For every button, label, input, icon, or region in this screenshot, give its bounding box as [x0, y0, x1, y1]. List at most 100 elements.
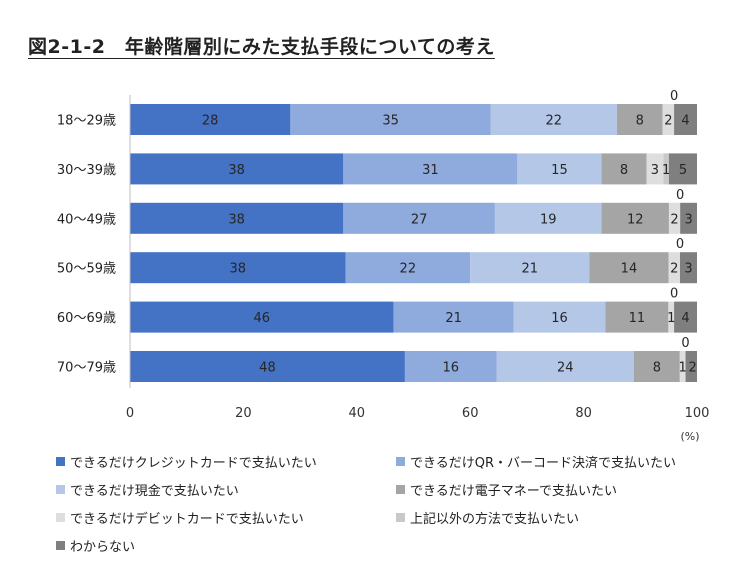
- bar-segment: [513, 301, 606, 333]
- data-label: 8: [636, 114, 644, 129]
- page-title: 図2-1-2 年齢階層別にみた支払手段についての考え: [28, 36, 495, 58]
- bar-segment: [343, 153, 518, 185]
- data-label: 0: [681, 336, 689, 351]
- data-label: 38: [228, 212, 245, 227]
- data-label: 2: [664, 114, 672, 129]
- bar-segment: [130, 301, 394, 333]
- legend-label: できるだけクレジットカードで支払いたい: [70, 456, 317, 471]
- legend-label: できるだけデビットカードで支払いたい: [70, 512, 304, 527]
- bar-segment: [130, 202, 344, 234]
- legend-item: わからない: [56, 536, 135, 555]
- data-label: 38: [228, 163, 245, 178]
- x-axis-unit: (%): [680, 430, 699, 443]
- data-label: 21: [445, 311, 462, 326]
- x-tick-label: 40: [349, 406, 366, 421]
- bar-segment: [646, 153, 664, 185]
- bar-segment: [130, 252, 346, 284]
- bar-segment: [404, 351, 497, 382]
- bar-segment: [674, 301, 697, 333]
- data-label: 0: [676, 237, 684, 252]
- bar-segment: [679, 252, 697, 284]
- bar-segment: [663, 153, 669, 185]
- legend-label: わからない: [70, 540, 136, 555]
- legend-swatch: [56, 513, 65, 522]
- bar-segment: [668, 252, 680, 284]
- legend-swatch: [396, 457, 405, 466]
- data-label: 16: [442, 361, 459, 376]
- bars: [130, 104, 697, 382]
- data-label: 1: [662, 163, 670, 178]
- category-label: 30～39歳: [57, 163, 116, 178]
- bar-segment: [662, 104, 675, 135]
- bar-segment: [685, 351, 697, 382]
- data-label: 11: [629, 311, 646, 326]
- bar-segment: [130, 351, 405, 382]
- bar-segment: [490, 104, 617, 135]
- data-label: 0: [670, 287, 678, 302]
- data-label: 15: [551, 163, 568, 178]
- bar-segment: [601, 202, 669, 234]
- data-label: 2: [689, 361, 697, 376]
- data-label: 0: [670, 89, 678, 104]
- bar-segment: [130, 104, 291, 135]
- legend-item: できるだけクレジットカードで支払いたい: [56, 452, 317, 471]
- category-label: 40～49歳: [57, 212, 116, 227]
- data-label: 1: [679, 361, 687, 376]
- data-label: 21: [521, 262, 538, 277]
- data-label: 8: [653, 361, 661, 376]
- bar-segment: [470, 252, 590, 284]
- data-label: 28: [202, 114, 219, 129]
- legend-item: できるだけデビットカードで支払いたい: [56, 508, 304, 527]
- category-label: 70～79歳: [57, 361, 116, 376]
- data-label: 0: [676, 188, 684, 203]
- data-label: 4: [681, 114, 689, 129]
- legend-swatch: [56, 541, 65, 550]
- legend-label: できるだけ電子マネーで支払いたい: [410, 484, 617, 499]
- bar-segment: [680, 202, 697, 234]
- bar-segment: [130, 153, 344, 185]
- bar-segment: [668, 202, 681, 234]
- legend-label: 上記以外の方法で支払いたい: [410, 512, 580, 527]
- data-label: 12: [627, 212, 644, 227]
- data-label: 4: [681, 311, 689, 326]
- x-tick-label: 60: [462, 406, 479, 421]
- bar-segment: [290, 104, 491, 135]
- data-label: 16: [551, 311, 568, 326]
- bar-segment: [345, 252, 471, 284]
- data-label: 14: [621, 262, 638, 277]
- data-label: 46: [253, 311, 270, 326]
- bar-segment: [589, 252, 669, 284]
- data-label: 8: [620, 163, 628, 178]
- data-label: 2: [670, 262, 678, 277]
- legend-item: できるだけ現金で支払いたい: [56, 480, 239, 499]
- x-tick-label: 80: [575, 406, 592, 421]
- x-tick-label: 20: [235, 406, 252, 421]
- legend-label: できるだけ現金で支払いたい: [70, 484, 239, 499]
- bar-segment: [674, 104, 697, 135]
- data-label: 19: [540, 212, 557, 227]
- category-label: 50～59歳: [57, 262, 116, 277]
- x-axis-ticks: 0 20 40 60 80 100: [126, 406, 710, 421]
- category-label: 18～29歳: [57, 114, 116, 129]
- legend-item: 上記以外の方法で支払いたい: [396, 508, 579, 527]
- legend-swatch: [56, 457, 65, 466]
- data-label: 27: [411, 212, 428, 227]
- bar-segment: [601, 153, 647, 185]
- bar-segment: [496, 351, 634, 382]
- legend-swatch: [56, 485, 65, 494]
- data-label: 22: [546, 114, 563, 129]
- bar-segment: [679, 351, 686, 382]
- bar-segment: [517, 153, 602, 185]
- bar-segment: [668, 153, 697, 185]
- bar-segment: [605, 301, 669, 333]
- bar-segment: [343, 202, 495, 234]
- data-label: 3: [684, 262, 692, 277]
- data-label: 22: [400, 262, 417, 277]
- legend-item: できるだけ電子マネーで支払いたい: [396, 480, 617, 499]
- legend-label: できるだけQR・バーコード決済で支払いたい: [410, 456, 677, 471]
- category-label: 60～69歳: [57, 311, 116, 326]
- data-label: 3: [684, 212, 692, 227]
- legend-swatch: [396, 485, 405, 494]
